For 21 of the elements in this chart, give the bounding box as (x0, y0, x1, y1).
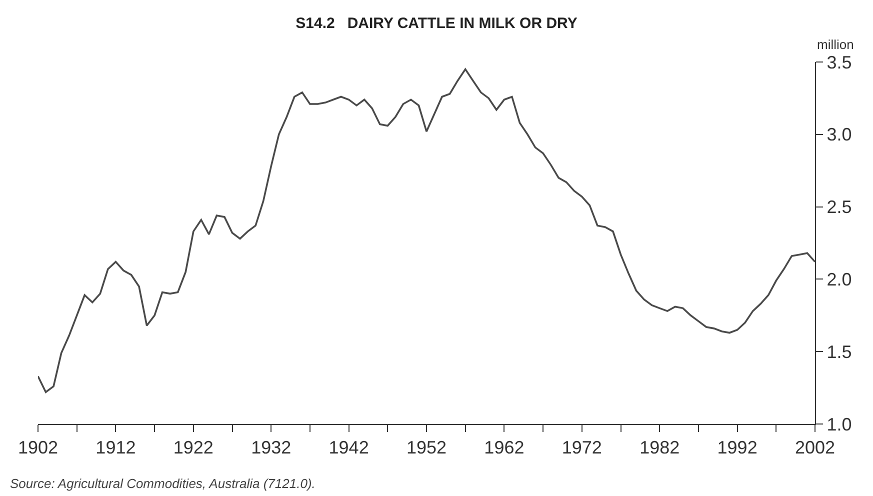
y-tick-label: 3.0 (826, 124, 852, 145)
x-tick-label: 1912 (96, 438, 136, 458)
x-tick-label: 1982 (640, 438, 680, 458)
chart-title: S14.2 DAIRY CATTLE IN MILK OR DRY (296, 14, 578, 32)
x-tick-label: 1922 (173, 438, 214, 458)
x-tick-label: 1942 (328, 438, 369, 458)
y-tick-label: 1.5 (826, 342, 852, 362)
x-tick-label: 1992 (717, 438, 758, 458)
source-note: Source: Agricultural Commodities, Australia (7121.0). (10, 476, 316, 491)
y-tick-label: 2.5 (826, 197, 852, 218)
x-tick-label: 1962 (484, 438, 524, 458)
y-tick-label: 2.0 (826, 270, 852, 290)
y-axis-title: million (817, 37, 854, 52)
y-tick-label: 3.5 (826, 52, 852, 72)
x-tick-label: 1932 (251, 438, 292, 458)
y-tick-label: 1.0 (826, 414, 852, 434)
x-tick-label: 1952 (406, 438, 447, 458)
x-tick-label: 1972 (562, 438, 602, 458)
x-tick-label: 2002 (794, 438, 836, 458)
line-series (38, 68, 815, 394)
x-tick-label: 1902 (18, 438, 58, 458)
